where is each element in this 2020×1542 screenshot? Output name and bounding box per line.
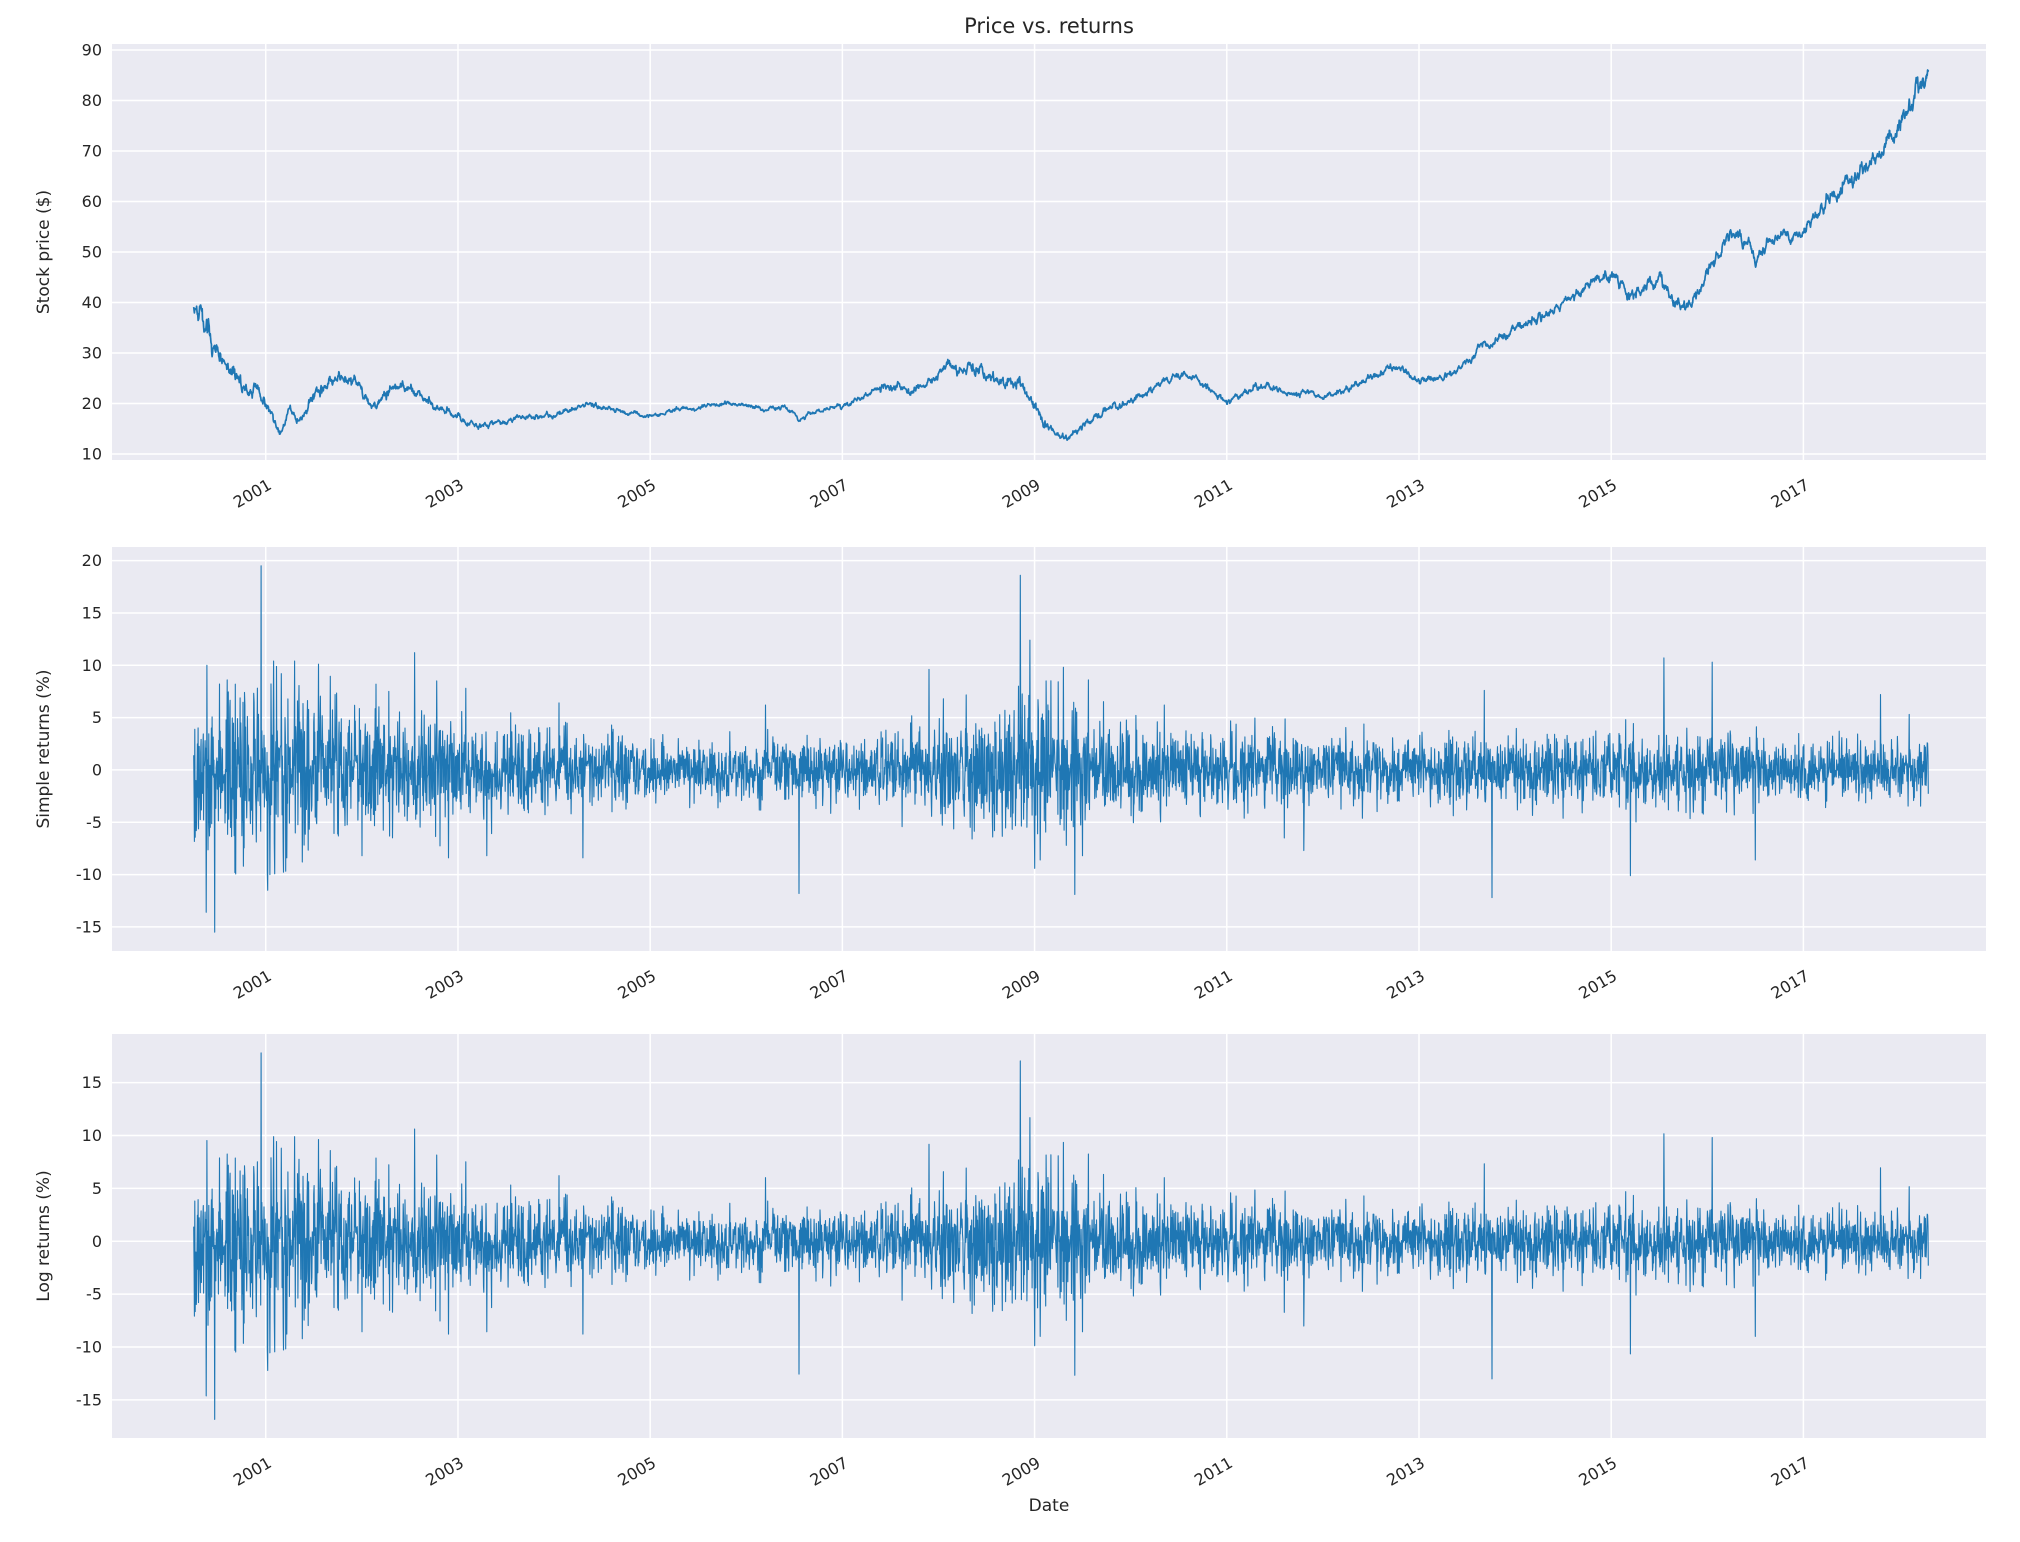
x-tick-label: 2015: [1575, 1453, 1620, 1490]
x-tick-label: 2007: [807, 475, 852, 512]
x-tick-label: 2003: [422, 475, 467, 512]
figure-title: Price vs. returns: [964, 14, 1134, 38]
x-tick-label: 2013: [1383, 475, 1428, 512]
x-tick-label: 2017: [1768, 966, 1813, 1003]
y-tick-labels: -15 -10 -5 0 5 10 15 20: [76, 551, 102, 936]
y-tick-label: -5: [86, 1285, 102, 1304]
x-tick-label: 2017: [1768, 1453, 1813, 1490]
x-tick-label: 2011: [1191, 475, 1236, 512]
log_returns-series-line: [193, 1052, 1929, 1420]
x-tick-label: 2013: [1383, 966, 1428, 1003]
y-tick-label: 70: [82, 142, 102, 161]
x-tick-label: 2007: [807, 966, 852, 1003]
x-tick-label: 2017: [1768, 475, 1813, 512]
x-tick-label: 2005: [614, 475, 659, 512]
y-tick-label: 5: [92, 1179, 102, 1198]
x-tick-label: 2011: [1191, 966, 1236, 1003]
x-tick-label: 2013: [1383, 1453, 1428, 1490]
y-tick-label: 20: [82, 551, 102, 570]
y-tick-label: -10: [76, 1338, 102, 1357]
price-series-line: [192, 69, 1930, 442]
x-tick-label: 2015: [1575, 475, 1620, 512]
x-tick-label: 2001: [230, 475, 275, 512]
log-returns-ylabel: Log returns (%): [34, 1170, 54, 1302]
y-tick-label: -15: [76, 917, 102, 936]
y-tick-label: 0: [92, 760, 102, 779]
y-tick-label: -15: [76, 1390, 102, 1409]
y-tick-label: 10: [82, 656, 102, 675]
y-tick-label: 50: [82, 243, 102, 262]
y-tick-label: 10: [82, 1126, 102, 1145]
simple_returns-chart: -15 -10 -5 0 5 10 15 20 2001 2003 2005 2007 2009 2011…: [76, 547, 1986, 1003]
simple_returns-series-line: [193, 565, 1929, 933]
x-tick-labels: 2001 2003 2005 2007 2009 2011 2013 2015 2017: [230, 475, 1812, 512]
y-tick-label: 10: [82, 444, 102, 463]
x-tick-label: 2003: [422, 966, 467, 1003]
y-tick-label: 15: [82, 1073, 102, 1092]
x-tick-labels: 2001 2003 2005 2007 2009 2011 2013 2015 2017: [230, 966, 1812, 1003]
x-tick-label: 2011: [1191, 1453, 1236, 1490]
grid: [112, 44, 1986, 460]
y-tick-label: 30: [82, 343, 102, 362]
y-tick-label: 15: [82, 603, 102, 622]
x-tick-label: 2009: [999, 966, 1044, 1003]
y-tick-label: -5: [86, 813, 102, 832]
x-tick-labels: 2001 2003 2005 2007 2009 2011 2013 2015 2017: [230, 1453, 1812, 1490]
y-tick-label: 60: [82, 192, 102, 211]
y-tick-label: 5: [92, 708, 102, 727]
x-tick-label: 2015: [1575, 966, 1620, 1003]
x-tick-label: 2007: [807, 1453, 852, 1490]
x-axis-label: Date: [1028, 1496, 1070, 1516]
y-tick-label: 80: [82, 91, 102, 110]
simple-returns-ylabel: Simple returns (%): [34, 669, 54, 829]
y-tick-label: 20: [82, 394, 102, 413]
x-tick-label: 2001: [230, 966, 275, 1003]
x-tick-label: 2009: [999, 1453, 1044, 1490]
y-tick-label: 0: [92, 1232, 102, 1251]
price-ylabel: Stock price ($): [34, 189, 54, 315]
x-tick-label: 2003: [422, 1453, 467, 1490]
y-tick-labels: -15 -10 -5 0 5 10 15: [76, 1073, 102, 1409]
x-tick-label: 2009: [999, 475, 1044, 512]
y-tick-label: 40: [82, 293, 102, 312]
y-tick-labels: 10 20 30 40 50 60 70 80 90: [82, 41, 102, 464]
x-tick-label: 2001: [230, 1453, 275, 1490]
x-tick-label: 2005: [614, 1453, 659, 1490]
x-tick-label: 2005: [614, 966, 659, 1003]
y-tick-label: 90: [82, 41, 102, 60]
y-tick-label: -10: [76, 865, 102, 884]
